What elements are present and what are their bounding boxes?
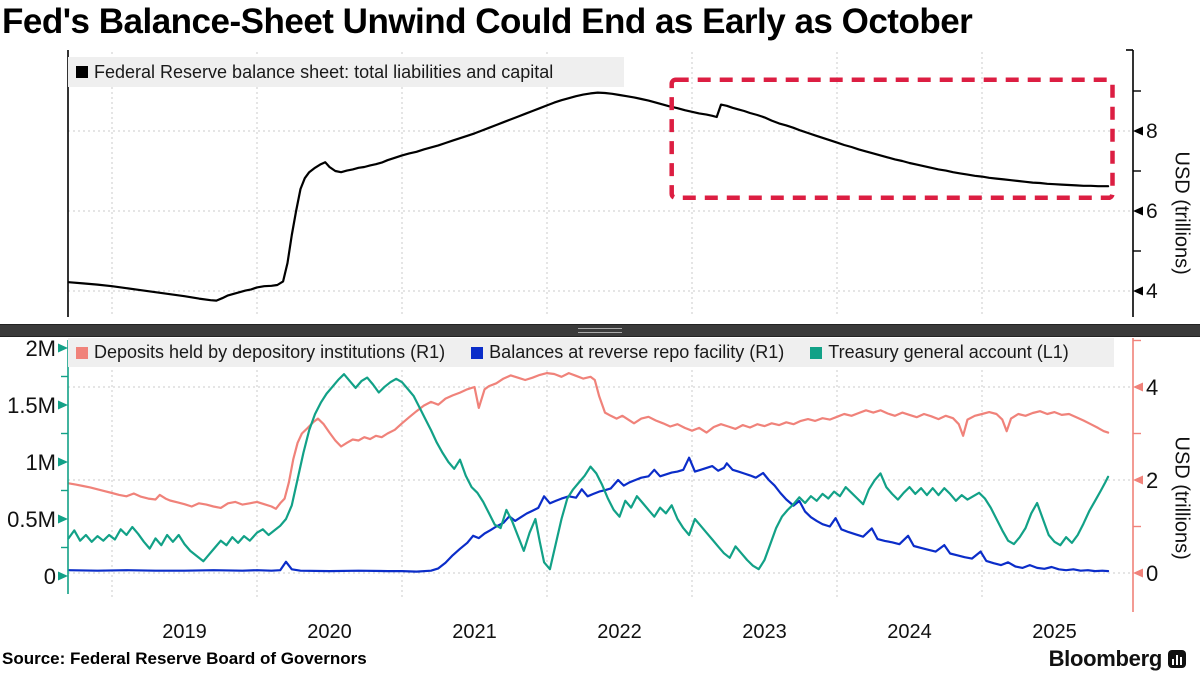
x-axis-year-label: 2022 bbox=[597, 621, 642, 643]
page-title: Fed's Balance-Sheet Unwind Could End as … bbox=[2, 2, 973, 41]
bloomberg-wordmark: Bloomberg bbox=[1048, 646, 1163, 671]
legend-label: Federal Reserve balance sheet: total lia… bbox=[94, 61, 554, 82]
bottom-left-tick-label: 2M bbox=[25, 336, 56, 361]
bottom-left-tick-label: 0.5M bbox=[7, 507, 56, 532]
tick-arrow-icon bbox=[58, 457, 68, 467]
legend-swatch-teal-icon bbox=[810, 346, 823, 359]
tick-arrow-icon bbox=[1133, 382, 1143, 392]
legend-label: Deposits held by depository institutions… bbox=[94, 342, 446, 362]
top-right-axis-title: USD (trillions) bbox=[1170, 151, 1193, 275]
tick-arrow-icon bbox=[1133, 568, 1143, 578]
legend-swatch-salmon-icon bbox=[76, 346, 88, 359]
legend-item-reverse-repo[interactable]: Balances at reverse repo facility (R1) bbox=[471, 342, 784, 363]
legend-item-deposits[interactable]: Deposits held by depository institutions… bbox=[76, 342, 445, 363]
x-axis-year-label: 2021 bbox=[452, 621, 497, 643]
x-axis-year-label: 2020 bbox=[307, 621, 352, 643]
bottom-right-tick-label: 2 bbox=[1146, 468, 1158, 493]
x-axis-year-label: 2025 bbox=[1032, 621, 1077, 643]
series-line-blue bbox=[67, 456, 1110, 573]
x-axis-year-label: 2024 bbox=[887, 621, 932, 643]
legend-swatch-blue-icon bbox=[471, 346, 484, 359]
top-right-tick-label: 4 bbox=[1146, 280, 1158, 303]
top-panel-legend: Federal Reserve balance sheet: total lia… bbox=[68, 57, 624, 87]
bottom-right-tick-label: 4 bbox=[1146, 375, 1158, 400]
bottom-panel-legend: Deposits held by depository institutions… bbox=[68, 338, 1114, 367]
top-right-tick-label: 8 bbox=[1146, 120, 1158, 143]
bloomberg-brand: Bloomberg bbox=[1049, 646, 1186, 672]
bottom-left-tick-label: 0 bbox=[44, 564, 56, 589]
bottom-right-axis-title: USD (trillions) bbox=[1170, 436, 1193, 560]
bloomberg-chart-icon bbox=[1168, 650, 1186, 668]
legend-swatch-black-icon bbox=[76, 66, 88, 78]
tick-arrow-icon bbox=[1133, 475, 1143, 485]
bottom-right-tick-label: 0 bbox=[1146, 561, 1158, 586]
panel-splitter[interactable] bbox=[0, 324, 1200, 337]
tick-arrow-icon bbox=[1133, 286, 1143, 296]
tick-arrow-icon bbox=[58, 400, 68, 410]
legend-label: Treasury general account (L1) bbox=[828, 342, 1069, 362]
top-right-tick-label: 6 bbox=[1146, 200, 1158, 223]
highlight-box bbox=[669, 77, 1115, 201]
legend-label: Balances at reverse repo facility (R1) bbox=[489, 342, 785, 362]
series-line-teal bbox=[67, 373, 1110, 571]
x-axis-year-label: 2019 bbox=[162, 621, 207, 643]
tick-arrow-icon bbox=[58, 571, 68, 581]
legend-item-balance-sheet[interactable]: Federal Reserve balance sheet: total lia… bbox=[76, 62, 553, 83]
bottom-left-tick-label: 1.5M bbox=[7, 393, 56, 418]
x-axis-year-label: 2023 bbox=[742, 621, 787, 643]
splitter-grip-icon[interactable] bbox=[578, 328, 622, 333]
legend-item-treasury-account[interactable]: Treasury general account (L1) bbox=[810, 342, 1069, 363]
tick-arrow-icon bbox=[58, 343, 68, 353]
tick-arrow-icon bbox=[58, 514, 68, 524]
bottom-left-tick-label: 1M bbox=[25, 450, 56, 475]
tick-arrow-icon bbox=[1133, 126, 1143, 136]
series-line-salmon bbox=[67, 372, 1110, 510]
series-line-black bbox=[67, 91, 1110, 302]
tick-arrow-icon bbox=[1133, 206, 1143, 216]
source-note: Source: Federal Reserve Board of Governo… bbox=[2, 649, 367, 668]
